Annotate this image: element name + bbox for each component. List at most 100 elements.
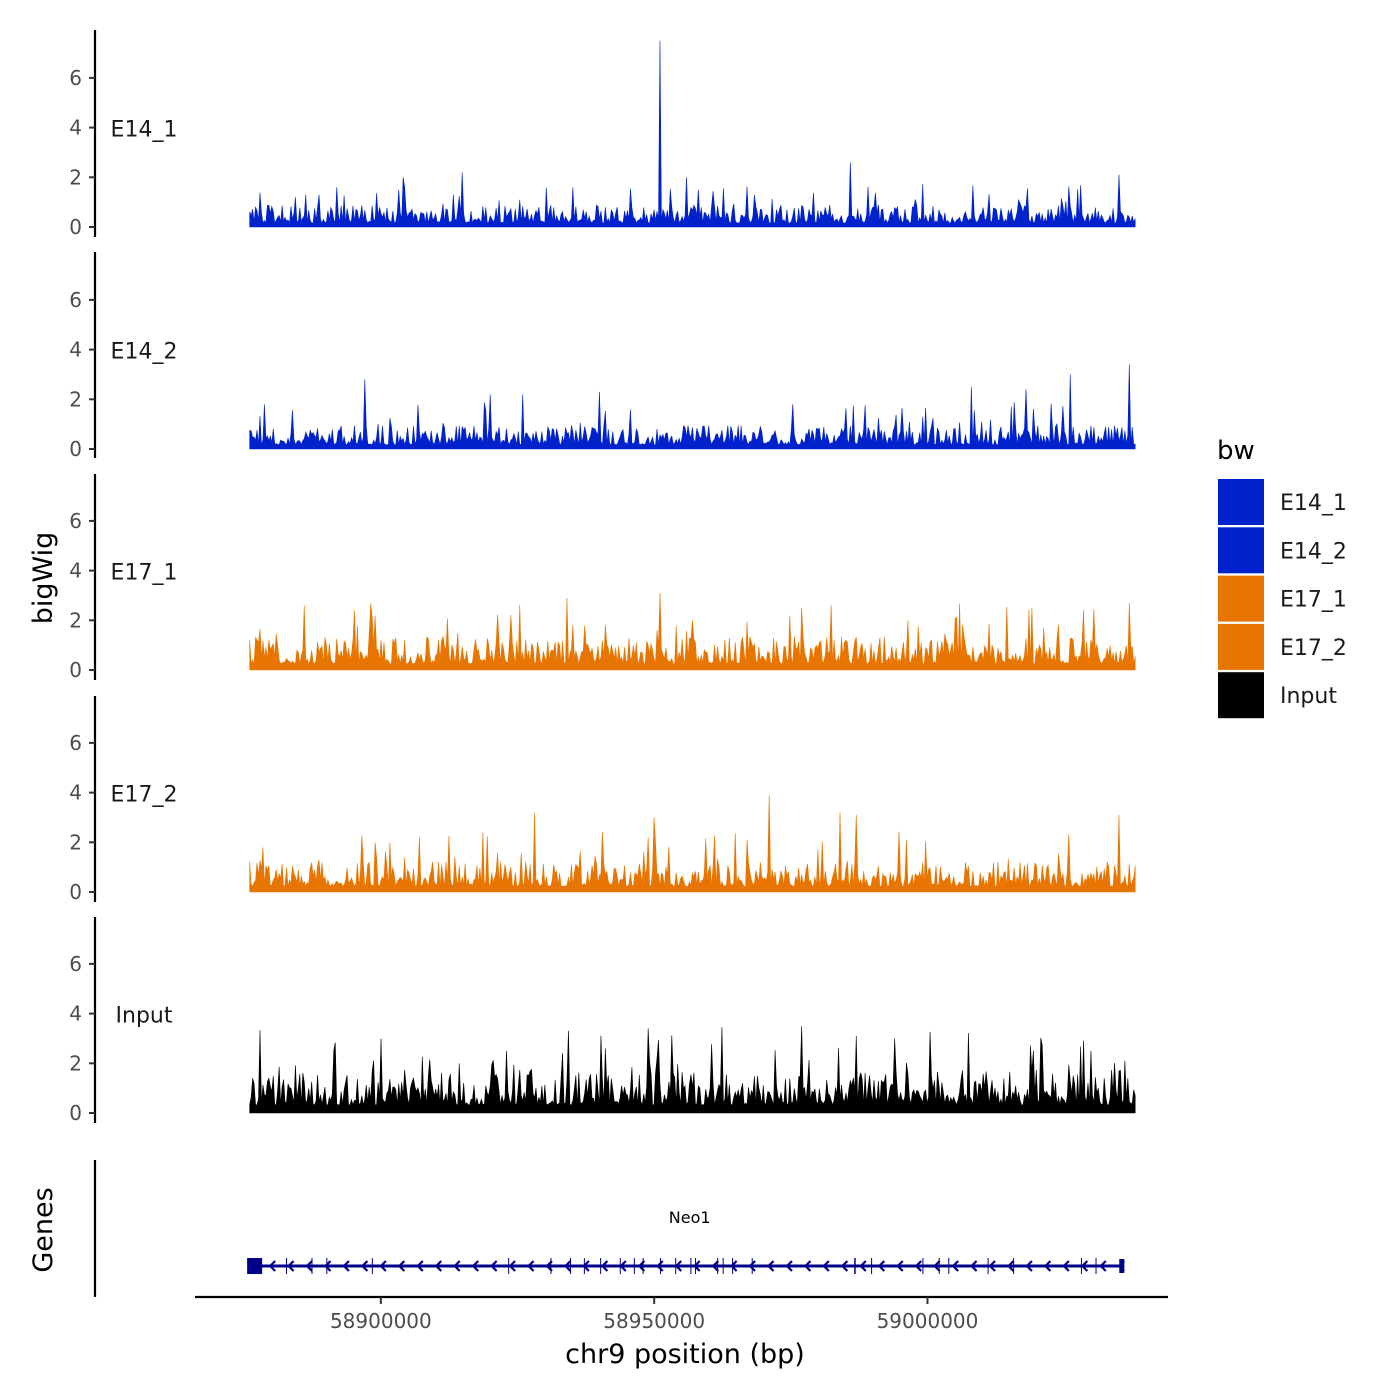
strand-arrow	[619, 1260, 627, 1272]
strand-arrow	[416, 1260, 424, 1272]
legend-item-Input: Input	[1218, 672, 1337, 719]
track-label: E14_2	[111, 339, 178, 364]
strand-arrow	[914, 1260, 922, 1272]
strand-arrow	[508, 1260, 516, 1272]
legend-title: bw	[1217, 436, 1255, 466]
y-tick-label: 6	[69, 731, 82, 755]
strand-arrow	[730, 1260, 738, 1272]
strand-arrow	[951, 1260, 959, 1272]
legend-swatch	[1218, 623, 1264, 670]
legend-label: E17_2	[1280, 636, 1347, 661]
strand-arrow	[822, 1260, 830, 1272]
strand-arrow	[970, 1260, 978, 1272]
strand-arrow	[933, 1260, 941, 1272]
strand-arrow	[527, 1260, 535, 1272]
y-tick-label: 4	[69, 338, 82, 362]
legend-swatch	[1218, 672, 1264, 719]
y-axis-title: bigWig	[28, 532, 59, 625]
legend-label: E17_1	[1280, 588, 1347, 613]
signal-area-E17_2	[249, 795, 1136, 893]
y-tick-label: 0	[69, 880, 82, 904]
y-tick-label: 0	[69, 215, 82, 239]
strand-arrow	[896, 1260, 904, 1272]
y-tick-label: 4	[69, 1002, 82, 1026]
y-tick-label: 2	[69, 608, 82, 632]
strand-arrow	[1043, 1260, 1052, 1272]
strand-arrow	[434, 1260, 443, 1272]
signal-area-E14_2	[249, 364, 1136, 450]
strand-arrow	[1062, 1260, 1070, 1272]
legend: bw E14_1 E14_2 E17_1 E17_2 Input	[1217, 436, 1347, 719]
x-tick-label: 59000000	[877, 1309, 979, 1333]
strand-arrow	[766, 1260, 775, 1272]
strand-arrow	[379, 1260, 387, 1272]
strand-arrow	[748, 1260, 756, 1272]
strand-arrow	[545, 1260, 553, 1272]
strand-arrow	[674, 1260, 683, 1272]
strand-arrow	[1080, 1260, 1089, 1272]
track-E17_2: 0 2 4 6 E17_2	[69, 696, 1136, 904]
strand-arrow	[1117, 1260, 1126, 1272]
y-tick-label: 4	[69, 559, 82, 583]
strand-arrow	[693, 1260, 701, 1272]
strand-arrow	[360, 1260, 369, 1272]
gene-Neo1: Neo1	[247, 1208, 1126, 1274]
strand-arrow	[287, 1260, 295, 1272]
y-tick-label: 6	[69, 66, 82, 90]
y-tick-label: 2	[69, 165, 82, 189]
strand-arrow	[397, 1260, 406, 1272]
strand-arrow	[656, 1260, 664, 1272]
legend-label: Input	[1280, 684, 1337, 709]
track-E14_1: 0 2 4 6 E14_1	[69, 30, 1136, 239]
x-axis: 58900000 58950000 59000000	[195, 1295, 1168, 1333]
strand-arrow	[877, 1260, 886, 1272]
signal-area-Input	[249, 1026, 1136, 1114]
strand-arrow	[563, 1260, 572, 1272]
strand-arrow	[785, 1260, 793, 1272]
strand-arrow	[859, 1260, 867, 1272]
legend-item-E14_1: E14_1	[1218, 479, 1347, 525]
legend-swatch	[1218, 527, 1264, 574]
y-tick-label: 2	[69, 1051, 82, 1075]
y-tick-label: 6	[69, 288, 82, 312]
legend-swatch	[1218, 575, 1264, 622]
strand-arrow	[305, 1260, 313, 1272]
track-label: E17_1	[111, 560, 178, 585]
strand-arrow	[1099, 1260, 1107, 1272]
legend-item-E17_2: E17_2	[1218, 623, 1347, 670]
gene-exon	[247, 1258, 263, 1274]
gene-label: Neo1	[669, 1208, 711, 1227]
y-tick-label: 2	[69, 387, 82, 411]
strand-arrow	[600, 1260, 609, 1272]
gene-exon	[1119, 1259, 1125, 1273]
signal-area-E14_1	[249, 40, 1136, 228]
y-tick-label: 2	[69, 830, 82, 854]
y-tick-label: 6	[69, 952, 82, 976]
y-tick-label: 4	[69, 116, 82, 140]
strand-arrow	[711, 1260, 719, 1272]
track-label: Input	[116, 1003, 173, 1028]
strand-arrow	[490, 1260, 498, 1272]
signal-area-E17_1	[249, 592, 1136, 671]
strand-arrow	[840, 1260, 849, 1272]
x-tick-label: 58950000	[603, 1309, 705, 1333]
strand-arrow	[268, 1260, 276, 1272]
legend-swatch	[1218, 479, 1264, 525]
track-Input: 0 2 4 6 Input	[69, 917, 1136, 1125]
track-E17_1: 0 2 4 6 E17_1	[69, 474, 1136, 682]
x-axis-title: chr9 position (bp)	[565, 1339, 805, 1370]
y-tick-label: 0	[69, 658, 82, 682]
legend-item-E17_1: E17_1	[1218, 575, 1347, 622]
strand-arrow	[1025, 1260, 1033, 1272]
y-tick-label: 0	[69, 1101, 82, 1125]
legend-item-E14_2: E14_2	[1218, 527, 1347, 574]
legend-label: E14_1	[1280, 491, 1347, 516]
y-tick-label: 4	[69, 781, 82, 805]
strand-arrow	[323, 1260, 332, 1272]
x-tick-label: 58900000	[330, 1309, 432, 1333]
signal-tracks: 0 2 4 6 E14_1 0 2 4 6 E14_2 0 2 4 6 E17_1 0 2 4 6 E17_2 0 2 4 6…	[69, 30, 1136, 1125]
strand-arrow	[988, 1260, 996, 1272]
track-E14_2: 0 2 4 6 E14_2	[69, 252, 1136, 461]
y-tick-label: 0	[69, 437, 82, 461]
